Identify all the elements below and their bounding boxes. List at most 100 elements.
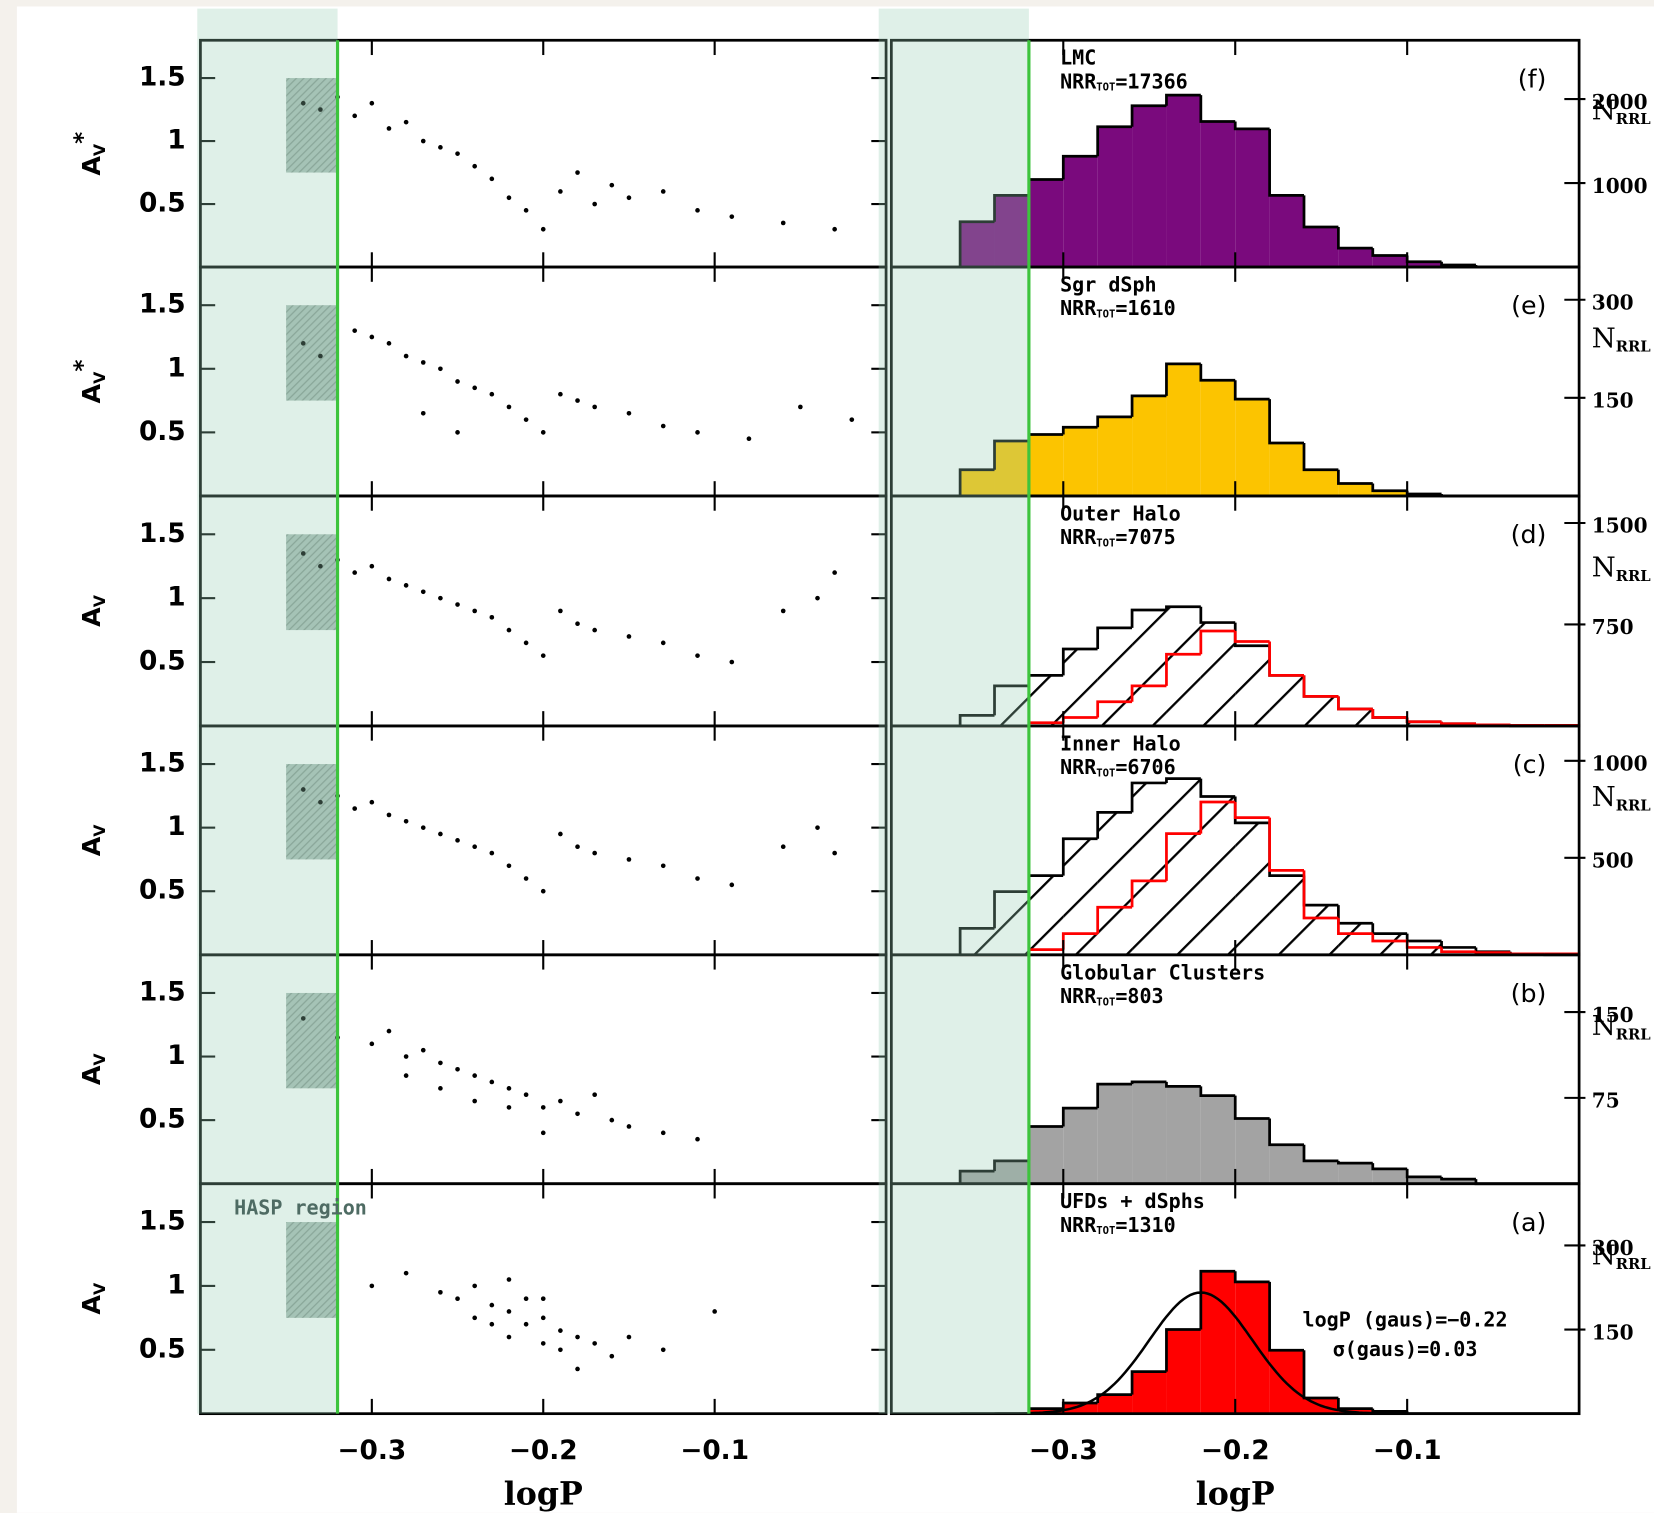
point [472, 844, 478, 850]
bar-edge [1440, 1176, 1476, 1181]
point [386, 341, 392, 346]
point [592, 850, 597, 856]
y-tick-label: 1.5 [139, 749, 186, 779]
count-label-value: =17366 [1115, 69, 1187, 93]
bar-edge [958, 713, 995, 726]
bar-edge [1268, 1281, 1305, 1352]
count-label-main: NRR [1060, 984, 1097, 1008]
bar-edge [1130, 1080, 1167, 1085]
point [455, 838, 460, 843]
bar-edge [1268, 641, 1305, 677]
panel-letter: (c) [1513, 750, 1547, 779]
bar-edge [1268, 817, 1305, 872]
y-axis-label-sub: V [90, 143, 109, 156]
bar-edge [1233, 1271, 1270, 1284]
y-axis-label: AV [77, 594, 109, 627]
y-tick-label: 1000 [1592, 174, 1648, 198]
bar-edge [1165, 652, 1201, 686]
point [300, 341, 306, 346]
bar [1235, 1281, 1270, 1414]
bar-edge [993, 684, 1029, 716]
bar [1269, 442, 1305, 496]
count-label-value: =7075 [1115, 525, 1175, 549]
x-axis-label: logP [1196, 1475, 1275, 1512]
count-label-value: =1310 [1115, 1212, 1175, 1236]
bar-edge [1371, 1408, 1408, 1413]
count-label-main: NRR [1060, 755, 1097, 779]
bar-edge [1371, 248, 1408, 257]
bar [994, 685, 1029, 726]
point [695, 430, 700, 435]
point [626, 410, 632, 416]
bar-edge [1165, 605, 1201, 610]
point [626, 634, 632, 639]
point [455, 602, 460, 607]
point [540, 1105, 546, 1110]
point [558, 1098, 563, 1104]
point [660, 423, 666, 429]
point [438, 366, 443, 372]
panel-letter: (b) [1511, 979, 1547, 1008]
y-axis-label: NRRL [1592, 1240, 1652, 1273]
point [558, 831, 563, 837]
y-axis-label-sub: RRL [1616, 568, 1652, 585]
bar-edge [1199, 800, 1236, 834]
point [420, 410, 426, 416]
point [660, 1130, 666, 1136]
point [540, 653, 546, 658]
point [592, 627, 597, 633]
bar-edge [1096, 700, 1133, 718]
fit-label: logP (gaus)=−0.22 [1303, 1307, 1508, 1331]
x-tick-label: −0.3 [1029, 1436, 1098, 1466]
hasp-box [286, 992, 338, 1089]
bar-edge [1233, 1095, 1270, 1120]
y-tick-label: 0.5 [139, 1105, 186, 1135]
bar-edge [1233, 121, 1270, 131]
point [506, 627, 512, 633]
bar [1063, 427, 1098, 496]
point [352, 113, 358, 119]
point [712, 1309, 717, 1314]
y-tick-label: 1 [167, 1041, 185, 1071]
point [489, 1321, 495, 1327]
point [575, 398, 580, 403]
bar-edge [1199, 629, 1236, 655]
count-label-main: NRR [1060, 296, 1097, 320]
point [575, 170, 580, 175]
point [575, 844, 580, 850]
y-axis-label: AV [77, 1053, 109, 1086]
point [438, 1289, 443, 1295]
hasp-label: HASP region [234, 1196, 367, 1220]
bar-edge [993, 193, 1029, 222]
y-axis-label: NRRL [1592, 782, 1652, 815]
point [558, 608, 563, 614]
bar-edge [1233, 801, 1270, 820]
panel-frame [199, 1182, 888, 1416]
point [455, 430, 460, 435]
point [472, 385, 478, 391]
bar [960, 221, 995, 268]
point [575, 621, 580, 627]
point [626, 1124, 632, 1129]
point [506, 1334, 512, 1340]
bar-edge [1096, 415, 1133, 428]
point [300, 1016, 306, 1021]
panel-name: Sgr dSph [1060, 273, 1156, 297]
point [386, 576, 392, 582]
y-tick-label: 150 [1592, 1003, 1634, 1027]
panel-letter: (e) [1511, 291, 1546, 320]
fit-label: σ(gaus)=0.03 [1333, 1337, 1478, 1361]
bar-edge [993, 1159, 1029, 1172]
bar [1407, 721, 1442, 726]
point [489, 176, 495, 182]
bar-edge [1165, 1081, 1201, 1088]
point [403, 1073, 409, 1078]
bar [1372, 490, 1408, 496]
y-tick-label: 1.5 [139, 519, 186, 549]
point [420, 360, 426, 365]
bar-edge [1199, 1086, 1236, 1097]
y-tick-label: 0.5 [139, 417, 186, 447]
point [420, 138, 426, 144]
count-label: NRRTOT=17366 [1060, 69, 1188, 94]
point [318, 107, 323, 112]
